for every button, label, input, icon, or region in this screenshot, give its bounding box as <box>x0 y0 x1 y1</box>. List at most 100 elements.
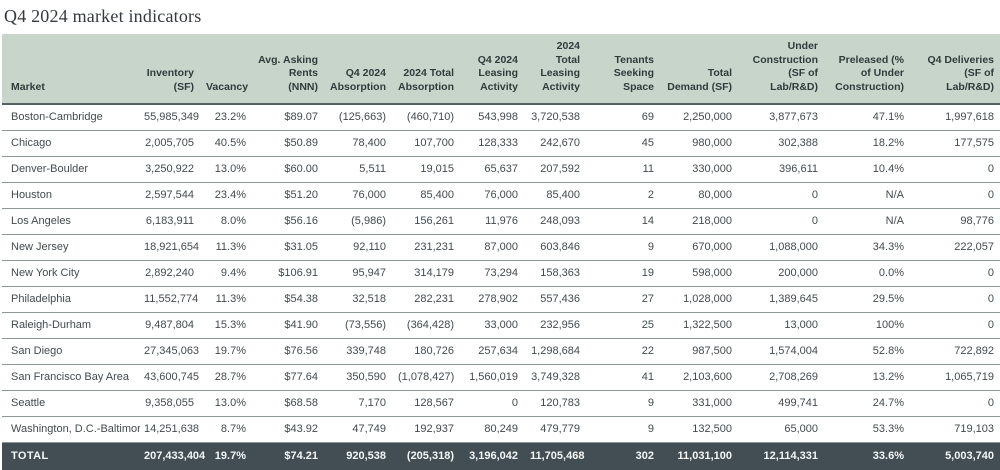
value-cell: 11.3% <box>202 286 254 313</box>
value-cell: 9 <box>588 390 662 417</box>
market-cell: New Jersey <box>2 234 140 261</box>
value-cell: 98,776 <box>912 208 1000 235</box>
value-cell: 557,436 <box>526 286 588 313</box>
market-cell: San Diego <box>2 338 140 365</box>
value-cell: 13.0% <box>202 156 254 183</box>
value-cell: 9 <box>588 416 662 443</box>
total-value-cell: $74.21 <box>254 442 326 470</box>
value-cell: $54.38 <box>254 286 326 313</box>
value-cell: 128,567 <box>394 390 462 417</box>
col-header-preleased: Preleased (% of Under Construction) <box>826 34 912 105</box>
value-cell: $43.92 <box>254 416 326 443</box>
table-row: San Francisco Bay Area 43,600,745 28.7% … <box>2 364 1000 391</box>
value-cell: 302,388 <box>740 130 826 157</box>
value-cell: $51.20 <box>254 182 326 209</box>
value-cell: 2,005,705 <box>140 130 202 157</box>
value-cell: 55,985,349 <box>140 103 202 131</box>
col-header-inventory: Inventory (SF) <box>140 34 202 105</box>
value-cell: 180,726 <box>394 338 462 365</box>
value-cell: 0 <box>740 182 826 209</box>
value-cell: 128,333 <box>462 130 526 157</box>
value-cell: 25 <box>588 312 662 339</box>
value-cell: 2 <box>588 182 662 209</box>
table-row: Los Angeles 6,183,911 8.0% $56.16 (5,986… <box>2 208 1000 235</box>
value-cell: 670,000 <box>662 234 740 261</box>
value-cell: 45 <box>588 130 662 157</box>
value-cell: 3,877,673 <box>740 103 826 131</box>
value-cell: 350,590 <box>326 364 394 391</box>
market-cell: Houston <box>2 182 140 209</box>
value-cell: 28.7% <box>202 364 254 391</box>
value-cell: 248,093 <box>526 208 588 235</box>
total-value-cell: 33.6% <box>826 442 912 470</box>
value-cell: 78,400 <box>326 130 394 157</box>
table-row: New York City 2,892,240 9.4% $106.91 95,… <box>2 260 1000 287</box>
value-cell: N/A <box>826 182 912 209</box>
value-cell: 1,389,645 <box>740 286 826 313</box>
value-cell: 19,015 <box>394 156 462 183</box>
col-header-tenants-seeking: Tenants Seeking Space <box>588 34 662 105</box>
value-cell: 1,088,000 <box>740 234 826 261</box>
value-cell: 24.7% <box>826 390 912 417</box>
total-label-cell: TOTAL <box>2 442 140 470</box>
value-cell: 8.0% <box>202 208 254 235</box>
value-cell: $76.56 <box>254 338 326 365</box>
col-header-total-demand: Total Demand (SF) <box>662 34 740 105</box>
value-cell: 2,597,544 <box>140 182 202 209</box>
value-cell: 80,249 <box>462 416 526 443</box>
value-cell: 0 <box>912 260 1000 287</box>
value-cell: 40.5% <box>202 130 254 157</box>
total-value-cell: (205,318) <box>394 442 462 470</box>
value-cell: 331,000 <box>662 390 740 417</box>
value-cell: 14,251,638 <box>140 416 202 443</box>
value-cell: 987,500 <box>662 338 740 365</box>
value-cell: 719,103 <box>912 416 1000 443</box>
value-cell: 499,741 <box>740 390 826 417</box>
value-cell: 11 <box>588 156 662 183</box>
value-cell: 231,231 <box>394 234 462 261</box>
table-row: Philadelphia 11,552,774 11.3% $54.38 32,… <box>2 286 1000 313</box>
market-cell: Philadelphia <box>2 286 140 313</box>
value-cell: 1,997,618 <box>912 103 1000 131</box>
value-cell: 13,000 <box>740 312 826 339</box>
value-cell: 23.2% <box>202 103 254 131</box>
value-cell: 76,000 <box>462 182 526 209</box>
value-cell: $41.90 <box>254 312 326 339</box>
value-cell: 242,670 <box>526 130 588 157</box>
value-cell: 11.3% <box>202 234 254 261</box>
value-cell: 192,937 <box>394 416 462 443</box>
value-cell: 314,179 <box>394 260 462 287</box>
value-cell: 980,000 <box>662 130 740 157</box>
value-cell: 14 <box>588 208 662 235</box>
value-cell: 207,592 <box>526 156 588 183</box>
total-value-cell: 11,705,468 <box>526 442 588 470</box>
value-cell: 19 <box>588 260 662 287</box>
value-cell: 2,892,240 <box>140 260 202 287</box>
value-cell: 41 <box>588 364 662 391</box>
table-footer: TOTAL 207,433,404 19.7% $74.21 920,538 (… <box>2 442 1000 470</box>
table-body: Boston-Cambridge 55,985,349 23.2% $89.07… <box>2 103 1000 443</box>
value-cell: 76,000 <box>326 182 394 209</box>
value-cell: 479,779 <box>526 416 588 443</box>
value-cell: 11,552,774 <box>140 286 202 313</box>
table-row: Houston 2,597,544 23.4% $51.20 76,000 85… <box>2 182 1000 209</box>
total-value-cell: 920,538 <box>326 442 394 470</box>
value-cell: 23.4% <box>202 182 254 209</box>
col-header-q4-absorption: Q4 2024 Absorption <box>326 34 394 105</box>
total-value-cell: 207,433,404 <box>140 442 205 470</box>
value-cell: 73,294 <box>462 260 526 287</box>
value-cell: 65,000 <box>740 416 826 443</box>
value-cell: 1,560,019 <box>462 364 526 391</box>
value-cell: 330,000 <box>662 156 740 183</box>
value-cell: 9.4% <box>202 260 254 287</box>
value-cell: 2,103,600 <box>662 364 740 391</box>
value-cell: 47.1% <box>826 103 912 131</box>
value-cell: $106.91 <box>254 260 326 287</box>
col-header-market: Market <box>2 34 140 105</box>
value-cell: 95,947 <box>326 260 394 287</box>
value-cell: N/A <box>826 208 912 235</box>
total-value-cell: 19.7% <box>202 442 254 470</box>
value-cell: 29.5% <box>826 286 912 313</box>
value-cell: 18,921,654 <box>140 234 202 261</box>
value-cell: 177,575 <box>912 130 1000 157</box>
